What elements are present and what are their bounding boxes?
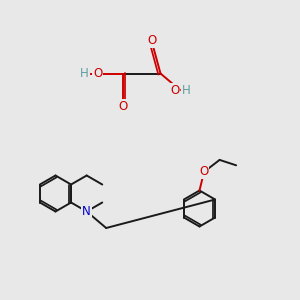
Text: O: O [147,34,156,47]
Text: O: O [170,83,179,97]
Text: H: H [182,83,190,97]
Text: O: O [93,67,102,80]
Text: O: O [200,165,208,178]
Text: N: N [82,205,91,218]
Text: O: O [118,100,127,113]
Text: H: H [80,67,89,80]
